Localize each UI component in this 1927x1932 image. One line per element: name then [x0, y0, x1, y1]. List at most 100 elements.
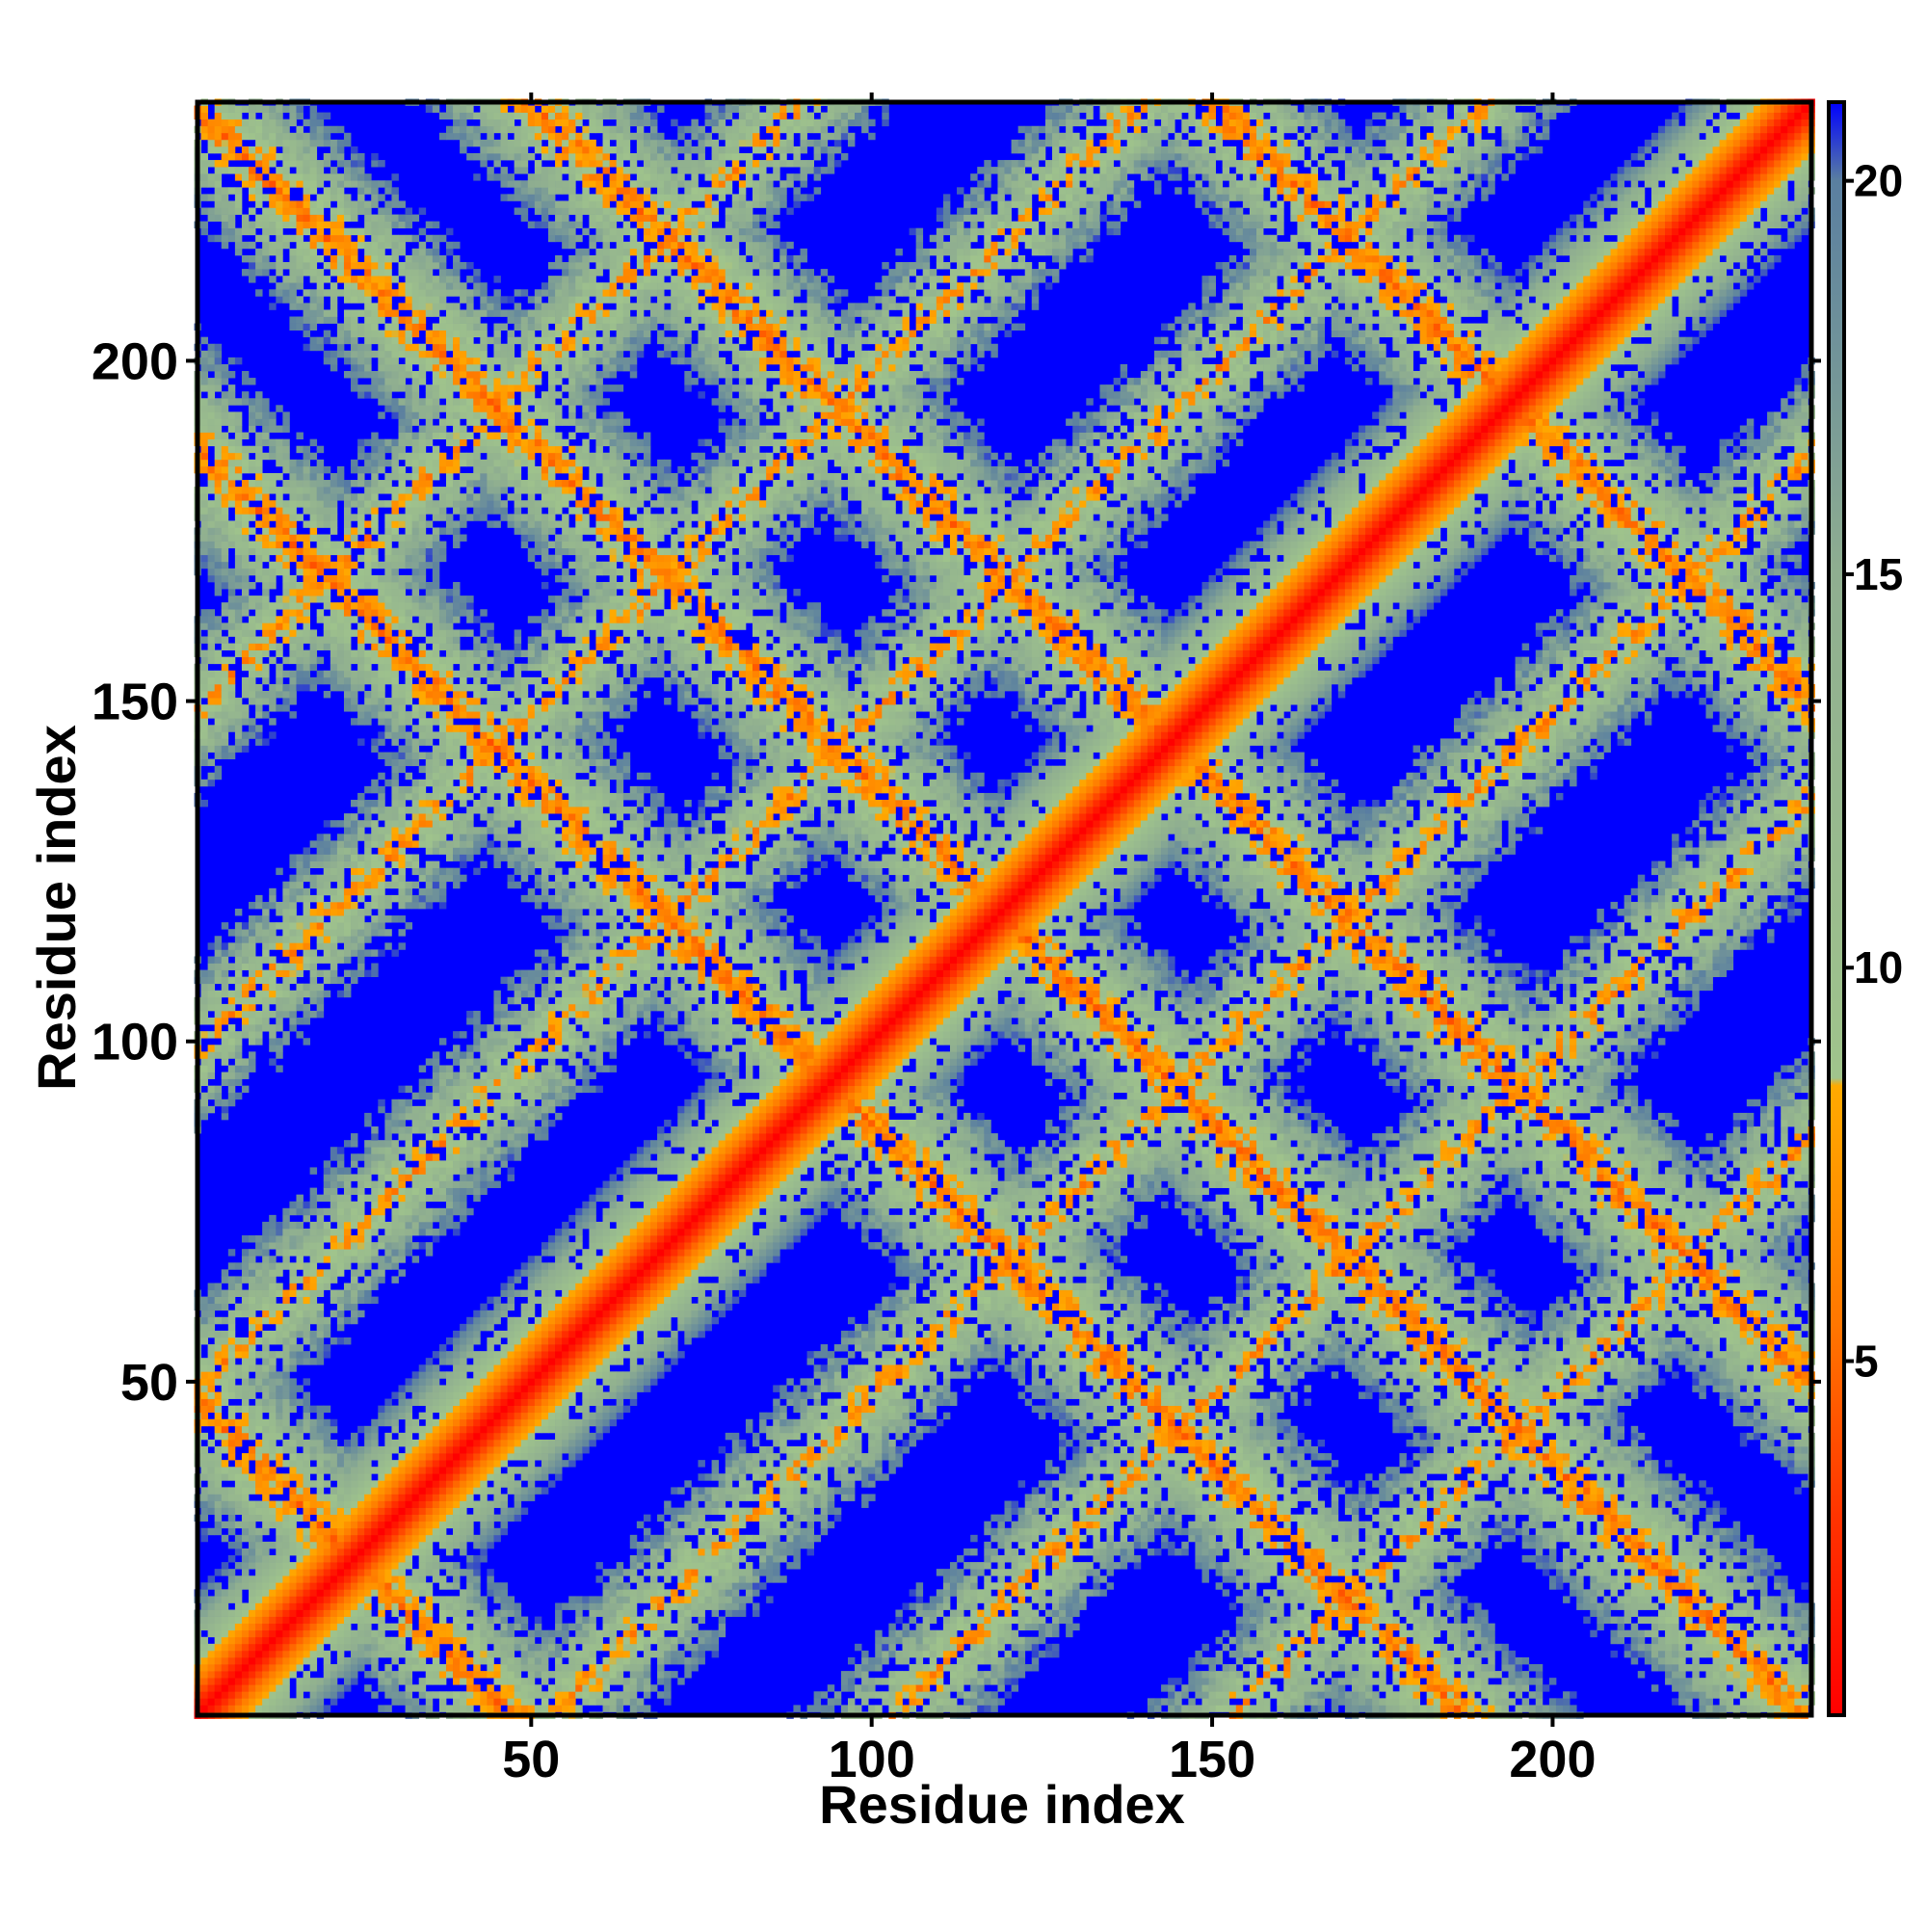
heatmap-cell [391, 780, 398, 786]
heatmap-cell [412, 1657, 419, 1664]
heatmap-cell [426, 1174, 433, 1180]
heatmap-cell [208, 1419, 215, 1426]
heatmap-cell [364, 1290, 371, 1297]
heatmap-cell [296, 942, 303, 949]
heatmap-cell [310, 1229, 317, 1235]
heatmap-cell [242, 1705, 249, 1711]
heatmap-cell [262, 418, 269, 425]
heatmap-cell [426, 1651, 433, 1657]
heatmap-cell [262, 507, 269, 514]
heatmap-cell [242, 1548, 249, 1555]
heatmap-cell [289, 555, 296, 562]
heatmap-cell [330, 936, 337, 942]
heatmap-cell [282, 691, 289, 698]
heatmap-cell [269, 303, 276, 309]
heatmap-cell [296, 228, 303, 235]
heatmap-cell [384, 309, 391, 316]
heatmap-cell [255, 507, 262, 514]
heatmap-cell [215, 1691, 222, 1698]
heatmap-cell [269, 1651, 276, 1657]
heatmap-cell [289, 140, 296, 146]
heatmap-cell [304, 1508, 310, 1515]
heatmap-cell [201, 542, 208, 548]
heatmap-cell [378, 1195, 384, 1202]
heatmap-cell [222, 1392, 228, 1399]
heatmap-cell [317, 344, 324, 351]
heatmap-cell [222, 1099, 228, 1106]
heatmap-cell [364, 1522, 371, 1528]
heatmap-cell [378, 1242, 384, 1249]
heatmap-cell [351, 1256, 357, 1262]
heatmap-cell [384, 671, 391, 677]
heatmap-cell [208, 235, 215, 242]
heatmap-cell [344, 888, 351, 895]
heatmap-cell [344, 1671, 351, 1678]
heatmap-cell [324, 855, 330, 861]
heatmap-cell [357, 500, 364, 507]
heatmap-cell [324, 840, 330, 847]
heatmap-cell [384, 1256, 391, 1262]
heatmap-cell [419, 1562, 426, 1569]
heatmap-cell [255, 895, 262, 902]
heatmap-cell [419, 691, 426, 698]
heatmap-cell [310, 1644, 317, 1651]
heatmap-cell [262, 1460, 269, 1467]
heatmap-cell [324, 1480, 330, 1487]
heatmap-cell [324, 1440, 330, 1446]
heatmap-cell [384, 1589, 391, 1596]
heatmap-cell [269, 1446, 276, 1453]
heatmap-cell [384, 1487, 391, 1494]
heatmap-cell [276, 1011, 282, 1018]
heatmap-cell [364, 480, 371, 487]
heatmap-cell [310, 1269, 317, 1276]
heatmap-cell [201, 1004, 208, 1011]
heatmap-cell [391, 753, 398, 759]
heatmap-cell [228, 1494, 235, 1500]
heatmap-cell [378, 602, 384, 609]
heatmap-cell [201, 991, 208, 997]
heatmap-cell [364, 875, 371, 882]
heatmap-cell [276, 1671, 282, 1678]
heatmap-cell [371, 644, 378, 650]
heatmap-cell [412, 535, 419, 542]
heatmap-cell [324, 868, 330, 875]
heatmap-cell [324, 337, 330, 344]
heatmap-cell [215, 1684, 222, 1691]
heatmap-cell [282, 1473, 289, 1480]
heatmap-cell [201, 718, 208, 725]
heatmap-cell [364, 548, 371, 555]
heatmap-cell [255, 738, 262, 745]
heatmap-cell [412, 691, 419, 698]
heatmap-cell [215, 1460, 222, 1467]
heatmap-cell [235, 964, 242, 970]
heatmap-cell [201, 684, 208, 691]
heatmap-cell [289, 936, 296, 942]
heatmap-cell [296, 1399, 303, 1406]
heatmap-cell [371, 1548, 378, 1555]
heatmap-cell [228, 1691, 235, 1698]
heatmap-cell [344, 208, 351, 215]
heatmap-cell [289, 1596, 296, 1602]
heatmap-cell [201, 548, 208, 555]
heatmap-cell [262, 970, 269, 977]
heatmap-cell [242, 1004, 249, 1011]
heatmap-cell [371, 1242, 378, 1249]
heatmap-cell [215, 167, 222, 173]
heatmap-cell [228, 1596, 235, 1602]
heatmap-cell [330, 1624, 337, 1630]
heatmap-cell [235, 466, 242, 473]
heatmap-cell [269, 133, 276, 140]
heatmap-cell [276, 514, 282, 520]
heatmap-cell [364, 1249, 371, 1256]
heatmap-cell [357, 738, 364, 745]
heatmap-cell [262, 269, 269, 276]
heatmap-cell [304, 324, 310, 331]
heatmap-cell [296, 1031, 303, 1038]
heatmap-cell [235, 704, 242, 711]
heatmap-cell [276, 1480, 282, 1487]
heatmap-cell [351, 1617, 357, 1624]
heatmap-cell [235, 535, 242, 542]
heatmap-cell [351, 677, 357, 684]
heatmap-cell [249, 1297, 255, 1304]
heatmap-cell [357, 194, 364, 200]
